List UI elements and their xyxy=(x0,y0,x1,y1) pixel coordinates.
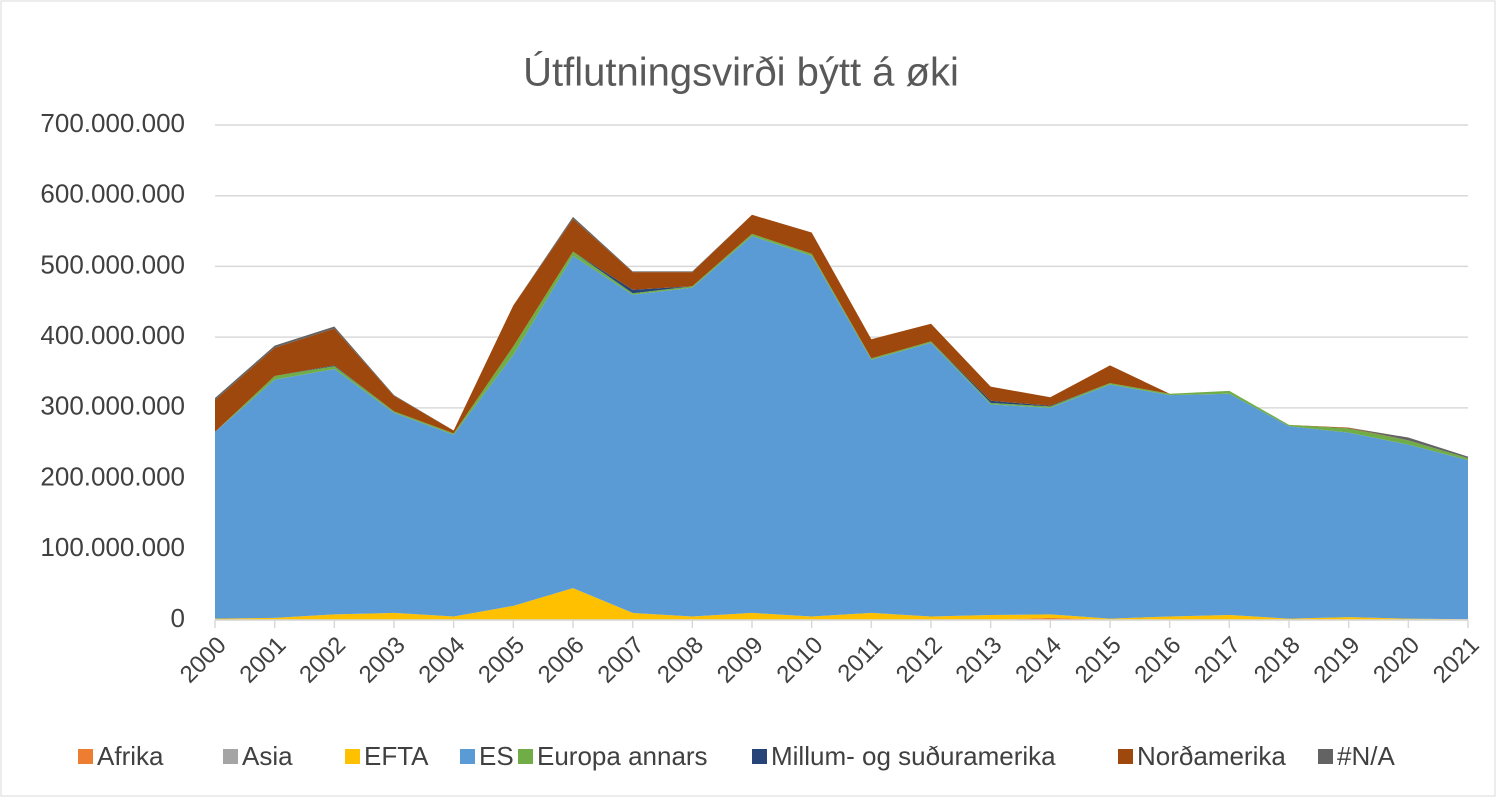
legend-label: Millum- og suðuramerika xyxy=(771,741,1056,771)
y-tick-label: 0 xyxy=(171,603,185,633)
legend-swatch xyxy=(345,749,360,764)
legend-label: ES xyxy=(479,741,514,771)
y-tick-label: 200.000.000 xyxy=(40,461,185,491)
legend-label: Norðamerika xyxy=(1137,741,1286,771)
y-tick-label: 600.000.000 xyxy=(40,179,185,209)
area xyxy=(215,236,1468,620)
legend-label: Europa annars xyxy=(537,741,708,771)
legend-swatch xyxy=(78,749,93,764)
legend-label: Afrika xyxy=(97,741,164,771)
legend-label: #N/A xyxy=(1337,741,1395,771)
chart-title: Útflutningsvirði býtt á øki xyxy=(523,50,959,95)
legend-swatch xyxy=(460,749,475,764)
y-tick-label: 300.000.000 xyxy=(40,391,185,421)
legend-label: Asia xyxy=(242,741,293,771)
legend-swatch xyxy=(1318,749,1333,764)
legend-swatch xyxy=(223,749,238,764)
y-tick-label: 100.000.000 xyxy=(40,532,185,562)
y-tick-label: 500.000.000 xyxy=(40,249,185,279)
y-tick-label: 400.000.000 xyxy=(40,320,185,350)
area xyxy=(215,588,1468,620)
legend-swatch xyxy=(752,749,767,764)
legend-swatch xyxy=(518,749,533,764)
legend-swatch xyxy=(1118,749,1133,764)
y-tick-label: 700.000.000 xyxy=(40,108,185,138)
legend-label: EFTA xyxy=(364,741,429,771)
